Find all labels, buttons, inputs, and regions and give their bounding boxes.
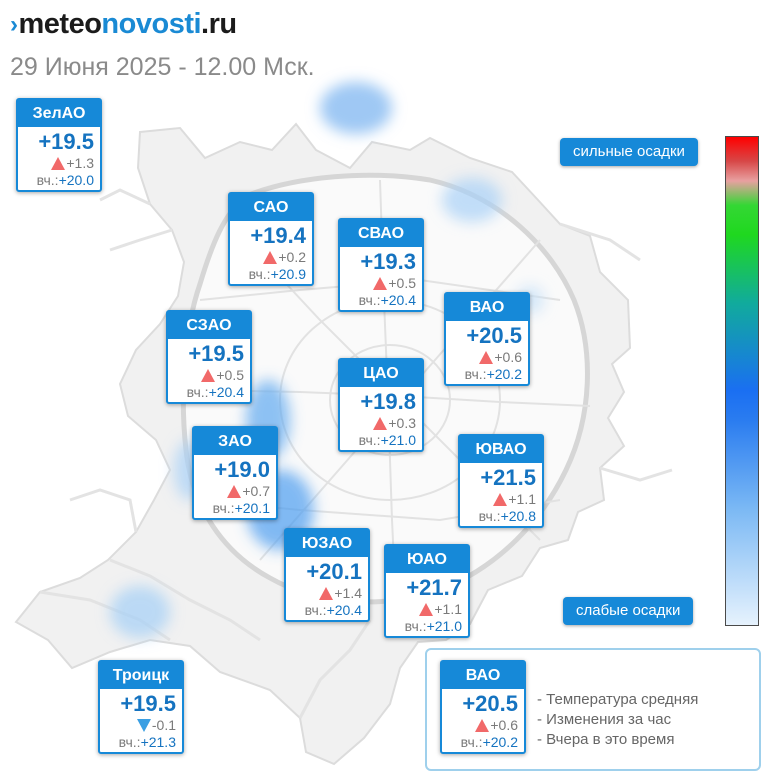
forecast-date: 29 Июня 2025 - 12.00 Мск. (10, 53, 315, 81)
trend-up-icon (227, 484, 242, 498)
temperature-value: +19.5 (188, 341, 244, 366)
yesterday-value: +20.4 (380, 292, 416, 308)
hourly-change: +1.4 (334, 585, 362, 601)
trend-down-icon (136, 718, 151, 732)
district-card-yuvao: ЮВАО +21.5 +1.1 вч.:+20.8 (458, 434, 544, 528)
yesterday-label: вч.: (248, 266, 271, 282)
legend-sample-card: ВАО +20.5 +0.6 вч.:+20.2 (440, 660, 526, 754)
trend-up-icon (479, 350, 494, 364)
trend-up-icon (263, 250, 278, 264)
hourly-change: +0.3 (388, 415, 416, 431)
precipitation-scale (725, 136, 759, 626)
yesterday-label: вч.: (36, 172, 59, 188)
district-card-sao: САО +19.4 +0.2 вч.:+20.9 (228, 192, 314, 286)
yesterday-label: вч.: (186, 384, 209, 400)
legend-notes: - Температура средняя - Изменения за час… (537, 690, 698, 750)
hourly-change: +0.6 (494, 349, 522, 365)
temperature-value: +19.8 (360, 389, 416, 414)
yesterday-value: +20.4 (326, 602, 362, 618)
yesterday-label: вч.: (358, 432, 381, 448)
temperature-value: +19.4 (250, 223, 306, 248)
yesterday-value: +21.3 (140, 734, 176, 750)
temperature-value: +19.5 (120, 691, 176, 716)
temperature-value: +19.3 (360, 249, 416, 274)
hourly-change: +0.7 (242, 483, 270, 499)
district-card-szao: СЗАО +19.5 +0.5 вч.:+20.4 (166, 310, 252, 404)
yesterday-label: вч.: (478, 508, 501, 524)
yesterday-value: +20.9 (270, 266, 306, 282)
yesterday-value: +20.1 (234, 500, 270, 516)
yesterday-value: +20.0 (58, 172, 94, 188)
legend-box: ВАО +20.5 +0.6 вч.:+20.2 - Температура с… (425, 648, 761, 771)
district-name: ЦАО (340, 360, 422, 387)
hourly-change: +0.5 (388, 275, 416, 291)
temperature-value: +19.5 (38, 129, 94, 154)
logo-text-part2: novosti (101, 8, 202, 40)
trend-up-icon (201, 368, 216, 382)
yesterday-label: вч.: (464, 366, 487, 382)
district-name: ЗАО (194, 428, 276, 455)
logo-arrow-icon: › (10, 10, 18, 38)
district-name: СВАО (340, 220, 422, 247)
hourly-change: +0.5 (216, 367, 244, 383)
hourly-change: +1.1 (508, 491, 536, 507)
district-name: ЮВАО (460, 436, 542, 463)
district-name: ВАО (446, 294, 528, 321)
trend-up-icon (419, 602, 434, 616)
yesterday-value: +21.0 (426, 618, 462, 634)
district-name: ВАО (442, 662, 524, 689)
yesterday-label: вч.: (304, 602, 327, 618)
legend-note-change: - Изменения за час (537, 711, 672, 728)
hourly-change: +0.2 (278, 249, 306, 265)
temperature-value: +19.0 (214, 457, 270, 482)
district-card-yuao: ЮАО +21.7 +1.1 вч.:+21.0 (384, 544, 470, 638)
temperature-value: +20.1 (306, 559, 362, 584)
scale-label-light: слабые осадки (563, 597, 694, 625)
yesterday-label: вч.: (460, 734, 483, 750)
district-name: САО (230, 194, 312, 221)
district-name: СЗАО (168, 312, 250, 339)
site-logo: › meteo novosti .ru (10, 8, 237, 41)
district-card-zelao: ЗелАО +19.5 +1.3 вч.:+20.0 (16, 98, 102, 192)
yesterday-label: вч.: (404, 618, 427, 634)
trend-up-icon (373, 276, 388, 290)
yesterday-value: +20.2 (486, 366, 522, 382)
district-card-vao: ВАО +20.5 +0.6 вч.:+20.2 (444, 292, 530, 386)
hourly-change: +1.1 (434, 601, 462, 617)
trend-up-icon (493, 492, 508, 506)
legend-note-temperature: - Температура средняя (537, 691, 699, 708)
scale-label-heavy: сильные осадки (560, 138, 698, 166)
district-name: ЮАО (386, 546, 468, 573)
district-card-yuzao: ЮЗАО +20.1 +1.4 вч.:+20.4 (284, 528, 370, 622)
district-card-troitsk: Троицк +19.5 -0.1 вч.:+21.3 (98, 660, 184, 754)
yesterday-value: +20.2 (482, 734, 518, 750)
temperature-value: +20.5 (466, 323, 522, 348)
trend-up-icon (475, 718, 490, 732)
logo-text-part1: meteo (18, 8, 102, 40)
hourly-change: -0.1 (151, 717, 176, 733)
district-card-cao: ЦАО +19.8 +0.3 вч.:+21.0 (338, 358, 424, 452)
district-name: Троицк (100, 662, 182, 689)
temperature-value: +20.5 (462, 691, 518, 716)
yesterday-label: вч.: (212, 500, 235, 516)
temperature-value: +21.5 (480, 465, 536, 490)
yesterday-value: +20.4 (208, 384, 244, 400)
trend-up-icon (373, 416, 388, 430)
logo-text-part3: .ru (201, 8, 237, 40)
trend-up-icon (319, 586, 334, 600)
district-name: ЮЗАО (286, 530, 368, 557)
yesterday-label: вч.: (118, 734, 141, 750)
legend-note-yesterday: - Вчера в это время (537, 731, 675, 748)
yesterday-value: +20.8 (500, 508, 536, 524)
district-card-svao: СВАО +19.3 +0.5 вч.:+20.4 (338, 218, 424, 312)
district-name: ЗелАО (18, 100, 100, 127)
hourly-change: +1.3 (66, 155, 94, 171)
hourly-change: +0.6 (490, 717, 518, 733)
yesterday-value: +21.0 (380, 432, 416, 448)
district-card-zao: ЗАО +19.0 +0.7 вч.:+20.1 (192, 426, 278, 520)
trend-up-icon (51, 156, 66, 170)
temperature-value: +21.7 (406, 575, 462, 600)
yesterday-label: вч.: (358, 292, 381, 308)
